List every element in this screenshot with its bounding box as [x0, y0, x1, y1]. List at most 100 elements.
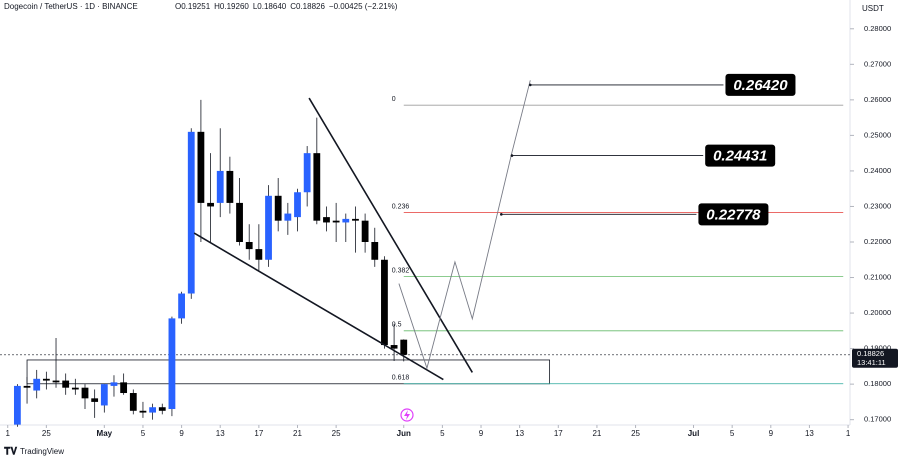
- target-point: [510, 154, 514, 157]
- candle-body: [400, 339, 408, 355]
- candle-body: [294, 192, 301, 218]
- y-tick-label: 0.23000: [864, 201, 891, 210]
- candle-body: [71, 387, 79, 390]
- y-tick-label: 0.26000: [864, 95, 891, 104]
- ohlc-label: −0.00425 (−2.21%): [329, 2, 398, 11]
- candle-body: [23, 385, 31, 388]
- candle-body: [42, 378, 50, 381]
- x-tick-label: 25: [42, 429, 51, 438]
- x-tick-label: 9: [179, 429, 184, 438]
- candle-body: [381, 259, 388, 346]
- x-tick-label: 9: [479, 429, 484, 438]
- candle-body: [313, 153, 321, 221]
- brand-name: TradingView: [20, 447, 64, 456]
- y-tick-label: 0.21000: [864, 273, 891, 282]
- target-box: [705, 144, 776, 167]
- x-tick-label: 1: [846, 429, 851, 438]
- candle-body: [168, 318, 176, 410]
- countdown-label: 13:41:11: [857, 358, 886, 367]
- candle-body: [332, 220, 340, 223]
- x-tick-label: 13: [515, 429, 524, 438]
- target-box: [698, 203, 769, 226]
- candle-body: [100, 384, 108, 406]
- ohlc-label: O0.19251: [175, 2, 211, 11]
- candle-body: [274, 195, 282, 221]
- x-tick-label: 9: [769, 429, 774, 438]
- trendline: [193, 232, 444, 381]
- candle-body: [207, 202, 214, 207]
- target-label: 0.24431: [713, 148, 767, 165]
- x-tick-label: 25: [332, 429, 341, 438]
- ohlc-label: H0.19260: [214, 2, 249, 11]
- last-price-tag: [852, 348, 898, 368]
- candle-body: [371, 241, 379, 260]
- candle-body: [284, 213, 292, 221]
- trendline: [308, 97, 474, 373]
- x-tick-label: 1: [6, 429, 11, 438]
- x-tick-label: 21: [592, 429, 601, 438]
- projection-path: [398, 80, 531, 370]
- candle-body: [265, 195, 272, 260]
- x-tick-label: 13: [216, 429, 225, 438]
- candle-body: [342, 218, 350, 223]
- candle-body: [13, 385, 21, 425]
- lightning-icon: [400, 408, 414, 422]
- x-tick-label: 5: [730, 429, 735, 438]
- candle-body: [81, 387, 89, 399]
- x-tick-label: 5: [440, 429, 445, 438]
- target-point: [528, 83, 532, 87]
- candle-body: [236, 202, 243, 242]
- candle-body: [149, 407, 157, 413]
- candle-body: [178, 293, 185, 319]
- candle-body: [303, 153, 311, 193]
- candle-body: [216, 170, 224, 203]
- x-tick-label: Jun: [397, 429, 411, 438]
- y-tick-label: 0.27000: [864, 59, 891, 68]
- candle-body: [197, 131, 205, 203]
- candle-body: [226, 170, 234, 203]
- x-tick-label: 17: [254, 429, 263, 438]
- x-tick-label: May: [97, 429, 113, 438]
- y-tick-label: 0.22000: [864, 237, 891, 246]
- y-tick-label: 0.20000: [864, 308, 891, 317]
- ohlc-label: C0.18826: [290, 2, 325, 11]
- candle-body: [323, 217, 330, 223]
- chart-title: Dogecoin / TetherUS · 1D · BINANCE: [4, 2, 138, 11]
- candle-body: [33, 378, 41, 391]
- fib-label: 0.382: [392, 267, 410, 274]
- ohlc-label: L0.18640: [253, 2, 287, 11]
- target-box: [725, 73, 796, 96]
- fib-label: 0: [392, 96, 396, 103]
- candle-body: [390, 345, 398, 349]
- last-price-label: 0.18826: [857, 349, 884, 358]
- fib-label: 0.618: [392, 375, 410, 382]
- candle-body: [91, 398, 99, 402]
- y-tick-label: 0.25000: [864, 130, 891, 139]
- candle-body: [158, 407, 166, 411]
- candle-body: [255, 249, 263, 260]
- target-label: 0.22778: [706, 206, 761, 223]
- y-tick-label: 0.18000: [864, 379, 891, 388]
- candle-body: [361, 220, 369, 242]
- svg-text:𝐓𝐕: 𝐓𝐕: [4, 446, 17, 458]
- x-tick-label: 17: [554, 429, 563, 438]
- fib-label: 0.5: [392, 322, 402, 329]
- support-box: [26, 359, 551, 385]
- x-tick-label: Jul: [688, 429, 700, 438]
- x-tick-label: 5: [141, 429, 146, 438]
- candle-body: [52, 380, 60, 383]
- y-tick-label: 0.19000: [864, 344, 891, 353]
- x-tick-label: 13: [805, 429, 814, 438]
- y-tick-label: 0.24000: [864, 166, 891, 175]
- y-tick-label: 0.28000: [864, 24, 891, 33]
- candle-body: [245, 241, 253, 250]
- candle-body: [62, 380, 70, 388]
- x-tick-label: 25: [631, 429, 640, 438]
- candle-body: [139, 410, 147, 413]
- fib-label: 0.236: [392, 203, 410, 210]
- brand-logo: 𝐓𝐕: [4, 446, 17, 458]
- candle-body: [352, 218, 359, 221]
- candle-body: [129, 393, 137, 411]
- target-label: 0.26420: [733, 77, 788, 94]
